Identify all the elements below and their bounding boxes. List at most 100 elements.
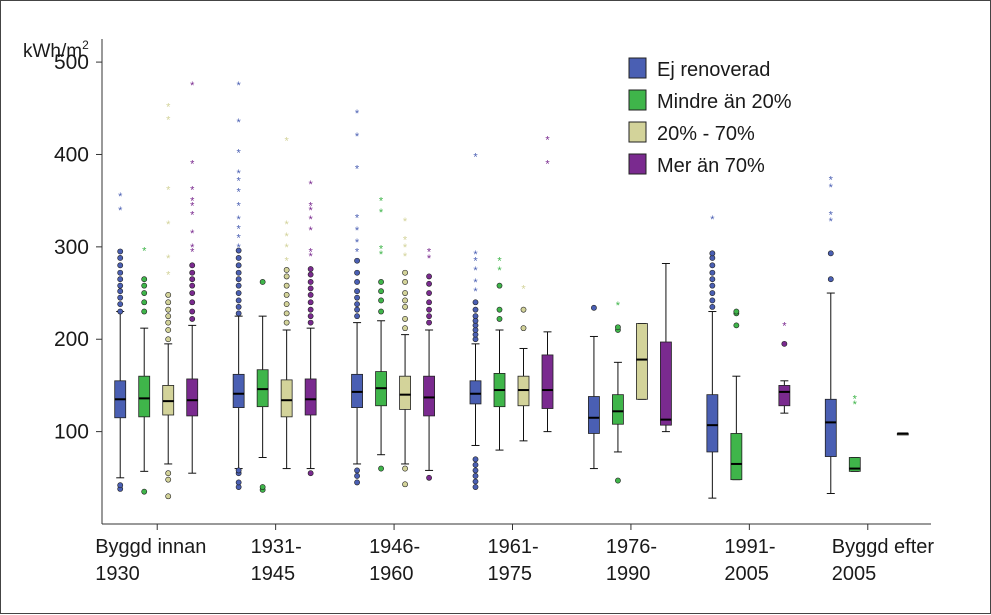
outlier-point	[402, 325, 408, 332]
outlier-point	[496, 316, 503, 322]
extreme-point: *	[309, 251, 314, 263]
outlier-point	[165, 291, 172, 298]
extreme-point: *	[403, 216, 408, 228]
outlier-point	[235, 479, 242, 486]
box-body	[280, 379, 293, 418]
outlier-point	[354, 301, 360, 308]
outlier-point	[141, 308, 148, 315]
outlier-point	[189, 290, 196, 296]
extreme-point: *	[166, 114, 171, 126]
outlier-point	[520, 306, 527, 313]
outlier-point	[354, 257, 360, 264]
outlier-point	[117, 269, 124, 276]
box-1-1	[256, 279, 269, 493]
extreme-point: *	[237, 168, 242, 180]
box-0-6: ****	[824, 174, 837, 495]
outlier-point	[117, 248, 124, 255]
extreme-point: *	[309, 205, 314, 217]
box-0-4	[588, 304, 600, 470]
outlier-point	[472, 299, 479, 306]
extreme-point: *	[285, 136, 290, 148]
outlier-point	[235, 247, 242, 254]
outlier-point	[235, 255, 242, 261]
outlier-point	[117, 255, 124, 261]
outlier-point	[189, 316, 196, 322]
extreme-point: *	[237, 148, 242, 160]
outlier-point	[259, 279, 266, 285]
outlier-point	[307, 285, 314, 292]
box-1-2: ****	[375, 196, 387, 472]
outlier-point	[378, 288, 384, 295]
outlier-point	[426, 280, 432, 287]
outlier-point	[307, 271, 314, 278]
y-tick-label: 200	[54, 328, 89, 351]
box-0-1: ***********	[232, 80, 245, 490]
outlier-point	[283, 273, 290, 280]
outlier-point	[283, 267, 290, 273]
outlier-point	[165, 313, 172, 320]
outlier-point	[472, 473, 479, 479]
extreme-point: *	[379, 244, 384, 256]
box-body	[660, 341, 672, 426]
x-category-label: Byggd efter	[832, 536, 935, 558]
extreme-point: *	[190, 228, 195, 240]
extreme-point: *	[285, 231, 290, 243]
extreme-point: *	[285, 242, 290, 254]
outlier-point	[426, 299, 432, 306]
outlier-point	[235, 262, 242, 269]
extreme-point: *	[379, 249, 384, 261]
outlier-point	[165, 319, 172, 326]
outlier-point	[141, 488, 148, 495]
box-1-0: *	[138, 246, 151, 495]
extreme-point: *	[166, 219, 171, 231]
box-3-0: *********	[186, 80, 199, 474]
outlier-point	[307, 291, 314, 298]
outlier-point	[378, 279, 384, 285]
extreme-point: *	[237, 80, 242, 92]
extreme-point: *	[190, 80, 195, 92]
extreme-point: *	[829, 174, 834, 186]
box-body	[824, 398, 837, 457]
extreme-point: *	[355, 131, 360, 143]
outlier-point	[496, 282, 503, 289]
outlier-point	[733, 322, 740, 329]
outlier-point	[472, 467, 479, 474]
outlier-point	[283, 310, 290, 317]
box-3-2: **	[423, 246, 435, 481]
box-1-6: **	[848, 393, 861, 472]
y-axis-unit-text: kWh/m	[23, 41, 82, 62]
box-3-1: *******	[304, 179, 317, 477]
x-category-label: 1961-	[488, 536, 539, 558]
y-tick-label: 300	[54, 236, 89, 259]
box-2-4	[636, 323, 648, 400]
outlier-point	[827, 250, 834, 257]
outlier-point	[235, 297, 242, 304]
extreme-point: *	[285, 256, 290, 268]
outlier-point	[354, 473, 360, 479]
extreme-point: *	[782, 320, 787, 332]
outlier-point	[235, 310, 242, 317]
legend: Ej renoverad Mindre än 20% 20% - 70% Mer än…	[628, 57, 792, 177]
extreme-point: *	[166, 270, 171, 282]
outlier-point	[259, 484, 266, 490]
box-body	[541, 354, 554, 409]
outlier-point	[402, 279, 408, 285]
extreme-point: *	[355, 237, 360, 249]
outlier-point	[117, 308, 124, 315]
outlier-point	[615, 324, 621, 331]
outlier-point	[709, 290, 716, 296]
axes	[101, 39, 931, 525]
extreme-point: *	[190, 185, 195, 197]
box-3-5: *	[778, 320, 791, 414]
outlier-point	[426, 319, 432, 326]
outlier-point	[117, 482, 124, 489]
outlier-point	[189, 269, 196, 276]
box-body	[232, 373, 245, 409]
extreme-point: *	[237, 175, 242, 187]
box-body	[469, 380, 482, 405]
outlier-point	[307, 306, 314, 313]
extreme-point: *	[237, 117, 242, 129]
extreme-point: *	[355, 225, 360, 237]
outlier-point	[354, 467, 360, 474]
outlier-point	[426, 290, 432, 296]
